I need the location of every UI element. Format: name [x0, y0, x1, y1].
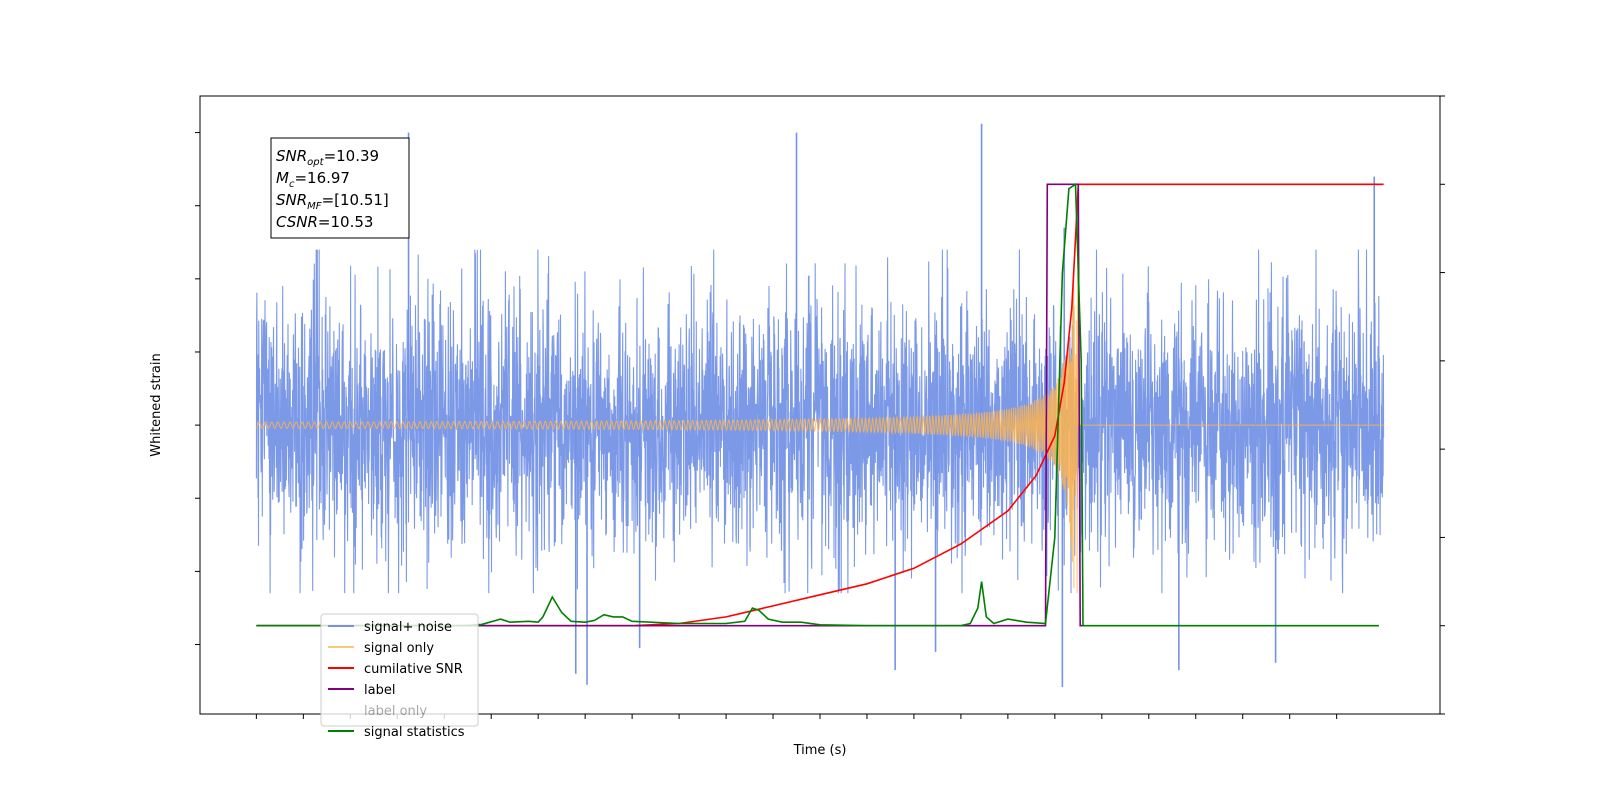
annotation-frame — [270, 137, 410, 239]
y-axis-right — [1440, 95, 1445, 715]
annotation-subscript: MF — [307, 201, 322, 212]
annotation-value: =[10.51] — [322, 191, 389, 209]
annotation-line: Mc=16.97 — [276, 169, 350, 190]
annotation-symbol: SNR — [276, 147, 307, 165]
annotation-box: SNRopt=10.39Mc=16.97SNRMF=[10.51]CSNR=10… — [270, 137, 410, 239]
legend-label: signal statistics — [364, 725, 465, 740]
series-signal-only-line — [256, 260, 1384, 594]
annotation-value: =10.53 — [318, 213, 374, 231]
annotation-symbol: M — [276, 169, 289, 187]
series-signal-statistics-line — [256, 182, 1379, 627]
annotation-subscript: opt — [307, 157, 324, 168]
legend-label: cumilative SNR — [364, 662, 463, 677]
y-axis-label: Whitened strain — [149, 353, 164, 456]
legend-label: signal+ noise — [364, 620, 452, 635]
annotation-line: SNRMF=[10.51] — [276, 191, 389, 212]
series-cumilative-snr-line — [256, 183, 1384, 627]
annotation-value: =10.39 — [324, 147, 380, 165]
series-layer — [255, 123, 1385, 687]
annotation-subscript: c — [289, 179, 295, 190]
annotation-symbol: SNR — [276, 191, 307, 209]
annotation-symbol: CSNR — [276, 213, 318, 231]
annotation-line: SNRopt=10.39 — [276, 147, 379, 168]
annotation-line: CSNR=10.53 — [276, 213, 373, 231]
legend-label: signal only — [364, 641, 434, 656]
legend-label: label only — [364, 704, 427, 719]
y-axis-left — [195, 132, 200, 646]
annotation-value: =16.97 — [294, 169, 350, 187]
legend-label: label — [364, 683, 395, 698]
legend: signal+ noise signal only cumilative SNR la… — [320, 613, 479, 740]
legend-frame — [320, 613, 479, 727]
x-axis-label: Time (s) — [793, 743, 847, 758]
